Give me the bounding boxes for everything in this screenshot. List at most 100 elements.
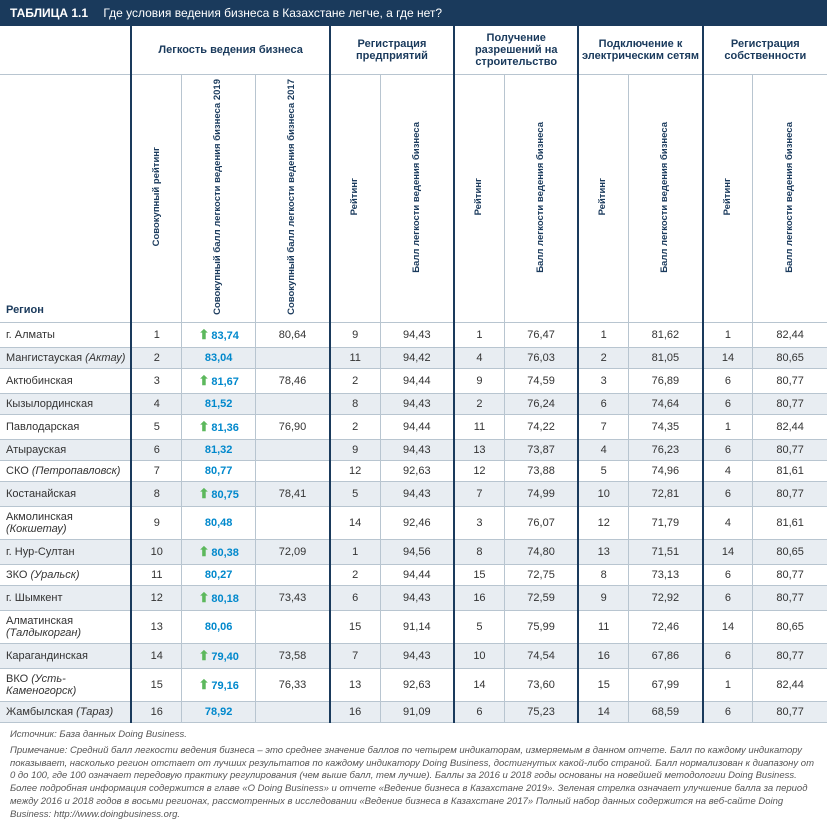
table-title-bar: ТАБЛИЦА 1.1 Где условия ведения бизнеса …	[0, 0, 827, 26]
table-row: Кызылординская481,52894,43276,24674,6468…	[0, 393, 827, 414]
cell-subrank: 14	[454, 668, 504, 701]
sh-rank: Совокупный рейтинг	[131, 75, 181, 323]
cell-subscore: 76,47	[504, 322, 578, 347]
cell-rank: 14	[131, 643, 181, 668]
cell-subscore: 80,77	[753, 585, 827, 610]
cell-subscore: 94,56	[380, 539, 454, 564]
cell-subscore: 74,96	[629, 460, 703, 481]
cell-subrank: 8	[330, 393, 380, 414]
cell-region: г. Алматы	[0, 322, 131, 347]
cell-subrank: 14	[703, 347, 753, 368]
cell-rank: 6	[131, 439, 181, 460]
cell-subrank: 7	[330, 643, 380, 668]
cell-score17	[256, 506, 330, 539]
sh-c3r: Рейтинг	[578, 75, 628, 323]
gh-permits: Получение разрешений на строительство	[454, 26, 578, 75]
up-arrow-icon: ⬆	[198, 677, 209, 692]
cell-subrank: 16	[330, 701, 380, 722]
cell-subscore: 91,14	[380, 610, 454, 643]
cell-score17	[256, 439, 330, 460]
cell-subscore: 82,44	[753, 668, 827, 701]
cell-subscore: 72,81	[629, 481, 703, 506]
cell-rank: 13	[131, 610, 181, 643]
cell-subscore: 82,44	[753, 414, 827, 439]
cell-subscore: 80,77	[753, 643, 827, 668]
cell-region: г. Нур-Султан	[0, 539, 131, 564]
cell-subscore: 94,44	[380, 414, 454, 439]
cell-subrank: 12	[578, 506, 628, 539]
cell-subrank: 6	[703, 481, 753, 506]
data-table: Легкость ведения бизнеса Регистрация пре…	[0, 26, 827, 723]
table-row: г. Нур-Султан10⬆80,3872,09194,56874,8013…	[0, 539, 827, 564]
cell-subrank: 11	[330, 347, 380, 368]
cell-rank: 15	[131, 668, 181, 701]
cell-subrank: 1	[330, 539, 380, 564]
gh-prop: Регистрация собственности	[703, 26, 827, 75]
cell-score19: 78,92	[182, 701, 256, 722]
table-row: Павлодарская5⬆81,3676,90294,441174,22774…	[0, 414, 827, 439]
cell-score17: 76,33	[256, 668, 330, 701]
cell-subrank: 2	[330, 564, 380, 585]
table-row: Атырауская681,32994,431373,87476,23680,7…	[0, 439, 827, 460]
cell-subrank: 3	[578, 368, 628, 393]
sh-c1s: Балл легкости ведения бизнеса	[380, 75, 454, 323]
cell-subscore: 74,99	[504, 481, 578, 506]
cell-subscore: 80,77	[753, 481, 827, 506]
cell-subrank: 4	[703, 506, 753, 539]
cell-subrank: 16	[454, 585, 504, 610]
cell-subrank: 13	[454, 439, 504, 460]
table-row: Акмолинская (Кокшетау)980,481492,46376,0…	[0, 506, 827, 539]
cell-rank: 10	[131, 539, 181, 564]
sh-region: Регион	[0, 75, 131, 323]
cell-subscore: 68,59	[629, 701, 703, 722]
table-footer: Источник: База данных Doing Business. Пр…	[0, 723, 827, 832]
cell-subscore: 80,65	[753, 539, 827, 564]
cell-subscore: 73,88	[504, 460, 578, 481]
cell-subrank: 10	[454, 643, 504, 668]
cell-subrank: 13	[330, 668, 380, 701]
cell-subscore: 73,60	[504, 668, 578, 701]
cell-subscore: 81,61	[753, 506, 827, 539]
cell-subscore: 67,99	[629, 668, 703, 701]
sh-score19: Совокупный балл легкости ведения бизнеса…	[182, 75, 256, 323]
cell-subrank: 4	[454, 347, 504, 368]
cell-subrank: 7	[454, 481, 504, 506]
group-header-row: Легкость ведения бизнеса Регистрация пре…	[0, 26, 827, 75]
cell-subrank: 2	[578, 347, 628, 368]
cell-rank: 9	[131, 506, 181, 539]
cell-score19: 81,52	[182, 393, 256, 414]
cell-score17	[256, 610, 330, 643]
cell-subrank: 6	[703, 564, 753, 585]
cell-subscore: 94,42	[380, 347, 454, 368]
cell-subscore: 74,80	[504, 539, 578, 564]
cell-subrank: 14	[703, 539, 753, 564]
cell-subrank: 6	[578, 393, 628, 414]
table-row: г. Алматы1⬆83,7480,64994,43176,47181,621…	[0, 322, 827, 347]
cell-subscore: 91,09	[380, 701, 454, 722]
sh-c3s: Балл легкости ведения бизнеса	[629, 75, 703, 323]
cell-subscore: 76,24	[504, 393, 578, 414]
cell-subscore: 81,62	[629, 322, 703, 347]
cell-score19: 80,27	[182, 564, 256, 585]
up-arrow-icon: ⬆	[198, 373, 209, 388]
sub-header-row: Регион Совокупный рейтинг Совокупный бал…	[0, 75, 827, 323]
cell-region: ЗКО (Уральск)	[0, 564, 131, 585]
cell-subrank: 16	[578, 643, 628, 668]
cell-subrank: 6	[703, 439, 753, 460]
cell-subscore: 80,77	[753, 564, 827, 585]
up-arrow-icon: ⬆	[198, 648, 209, 663]
table-row: г. Шымкент12⬆80,1873,43694,431672,59972,…	[0, 585, 827, 610]
cell-subrank: 2	[330, 368, 380, 393]
cell-region: Атырауская	[0, 439, 131, 460]
cell-subscore: 71,79	[629, 506, 703, 539]
cell-subscore: 81,05	[629, 347, 703, 368]
cell-subscore: 80,77	[753, 368, 827, 393]
cell-score19: ⬆79,16	[182, 668, 256, 701]
cell-subscore: 80,77	[753, 701, 827, 722]
cell-subrank: 12	[330, 460, 380, 481]
cell-rank: 3	[131, 368, 181, 393]
sh-c2s: Балл легкости ведения бизнеса	[504, 75, 578, 323]
cell-subscore: 76,89	[629, 368, 703, 393]
cell-subrank: 6	[703, 585, 753, 610]
cell-subrank: 9	[330, 322, 380, 347]
